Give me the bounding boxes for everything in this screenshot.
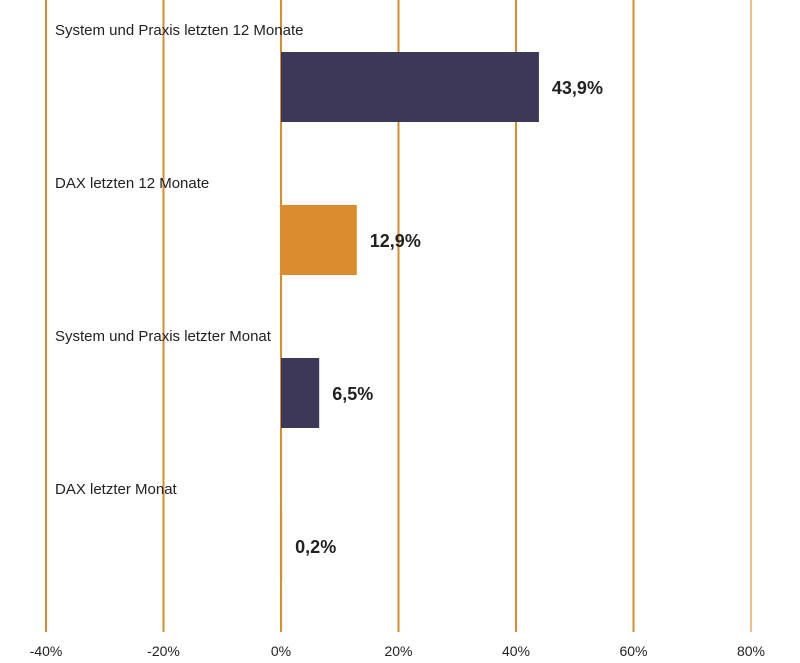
value-label: 6,5% xyxy=(332,384,373,404)
x-tick-label: 0% xyxy=(271,643,291,659)
x-tick-label: -40% xyxy=(30,643,63,659)
x-tick-label: -20% xyxy=(147,643,180,659)
x-tick-label: 60% xyxy=(619,643,647,659)
bar xyxy=(281,358,320,428)
value-label: 0,2% xyxy=(295,537,336,557)
x-tick-label: 40% xyxy=(502,643,530,659)
bar xyxy=(281,52,539,122)
category-label: System und Praxis letzten 12 Monate xyxy=(55,22,303,39)
bar xyxy=(281,205,357,275)
value-label: 43,9% xyxy=(552,78,603,98)
x-tick-label: 20% xyxy=(384,643,412,659)
category-label: System und Praxis letzter Monat xyxy=(55,328,272,345)
bar xyxy=(281,511,283,581)
category-label: DAX letzter Monat xyxy=(55,481,178,498)
category-label: DAX letzten 12 Monate xyxy=(55,175,209,192)
x-tick-label: 80% xyxy=(737,643,765,659)
value-label: 12,9% xyxy=(370,231,421,251)
